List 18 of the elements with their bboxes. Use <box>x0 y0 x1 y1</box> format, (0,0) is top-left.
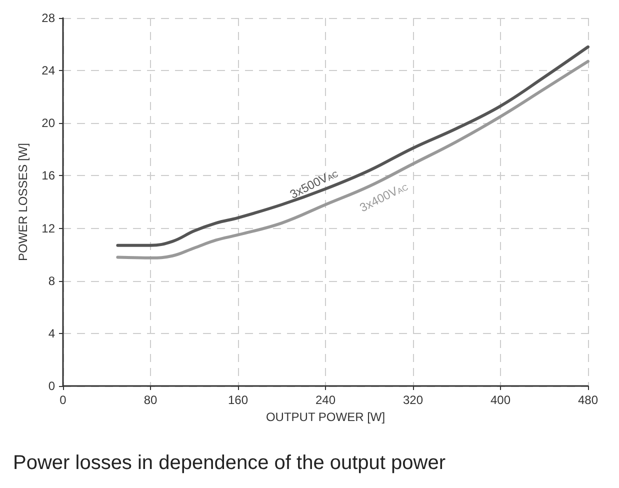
y-tick-label: 0 <box>48 379 56 393</box>
y-tick-label: 16 <box>42 168 56 183</box>
y-tick-label: 20 <box>42 116 56 130</box>
y-tick-label: 12 <box>42 221 56 236</box>
x-tick-label: 480 <box>578 393 598 407</box>
y-tick-label: 24 <box>42 64 56 78</box>
x-tick-label: 0 <box>60 393 67 407</box>
text: Power losses in dependence of the output power <box>13 452 446 474</box>
x-tick-label: 240 <box>315 393 336 407</box>
y-tick-label: 28 <box>42 11 56 25</box>
x-tick-label: 320 <box>402 393 424 407</box>
x-tick-label: 160 <box>228 393 248 407</box>
x-axis-title: OUTPUT POWER [W] <box>266 410 386 424</box>
y-axis-title: POWER LOSSES [W] <box>16 142 30 262</box>
x-tick-label: 80 <box>144 393 158 407</box>
y-tick-label: 8 <box>48 274 56 288</box>
x-tick-label: 400 <box>490 393 511 407</box>
y-tick-label: 4 <box>48 326 56 340</box>
